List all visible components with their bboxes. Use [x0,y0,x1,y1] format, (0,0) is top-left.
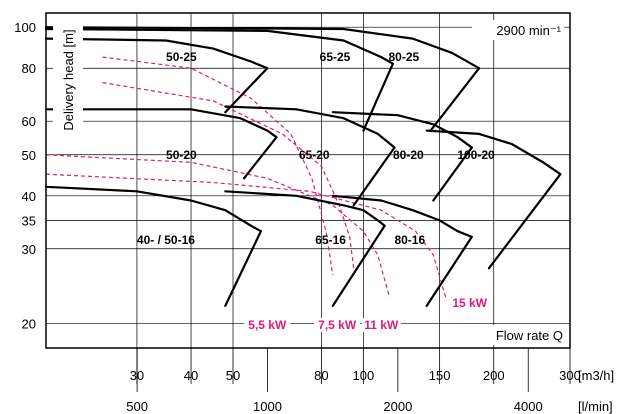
x-axis-label-bg [470,325,568,345]
y-axis-label: Delivery head [m] [61,29,76,130]
power-label-bg-5-5-kw [244,318,291,333]
x-m3h-label-40: 40 [184,368,198,383]
pump-label-65-20: 65-20 [299,148,330,162]
pump-label-50-20: 50-20 [166,148,197,162]
speed-label: 2900 min⁻¹ [496,23,561,38]
power-label-7-5-kw: 7,5 kW [318,318,357,332]
pump-curve-65-16 [224,190,386,307]
x-m3h-label-50: 50 [226,368,240,383]
y-tick-label-100: 100 [14,20,36,35]
pump-label-80-25: 80-25 [388,50,419,64]
power-curve-7-5-kw [102,82,355,269]
grid-lines [46,13,570,348]
pump-label-100-20: 100-20 [457,148,495,162]
pump-curves [44,26,562,307]
x-lmin-label-4000: 4000 [514,399,543,414]
power-curve-15-kw [45,173,447,298]
pump-curve-65-25 [44,27,394,132]
pump-curve-80-25 [44,26,481,132]
power-label-bg-7-5-kw [314,318,361,333]
pump-label-65-25: 65-25 [320,50,351,64]
power-label-bg-11-kw [361,318,401,333]
power-curves [45,56,447,298]
pump-curve-100-20 [425,129,562,270]
y-tick-label-40: 40 [22,189,36,204]
power-label-15-kw: 15 kW [452,296,487,310]
power-label-11-kw: 11 kW [364,318,399,332]
curve-labels: 50-25 65-25 80-25 50-20 65-20 80-20 100-20 40- … [137,50,495,333]
pump-curve-50-25 [44,37,269,114]
x-m3h-label-200: 200 [483,368,505,383]
pump-label-80-16: 80-16 [394,233,425,247]
y-tick-label-60: 60 [22,114,36,129]
y-tick-label-80: 80 [22,61,36,76]
x-lmin-label-500: 500 [126,399,148,414]
x-lmin-label-2000: 2000 [383,399,412,414]
x-unit-lmin: [l/min] [578,399,613,414]
x-lmin-label-1000: 1000 [253,399,282,414]
pump-curve-65-20 [224,105,396,207]
speed-label-bg [472,20,564,40]
x-m3h-label-150: 150 [429,368,451,383]
pump-curve-50-20 [44,108,278,180]
y-tick-label-30: 30 [22,242,36,257]
y-tick-label-35: 35 [22,213,36,228]
pump-label-80-20: 80-20 [393,148,424,162]
x-m3h-label-80: 80 [314,368,328,383]
x-unit-m3h: [m3/h] [578,368,614,383]
pump-curve-40-50-16 [44,185,262,307]
y-tick-label-50: 50 [22,148,36,163]
x-axis-label: Flow rate Q [496,328,563,343]
power-curve-11-kw [45,154,391,298]
plot-frame [45,12,571,349]
pump-curve-80-16 [331,194,473,307]
power-label-5-5-kw: 5,5 kW [248,318,287,332]
pump-label-65-16: 65-16 [315,233,346,247]
x-m3h-label-300: 300 [559,368,581,383]
power-label-bg-15-kw [450,295,490,310]
pump-label-40-50-16: 40- / 50-16 [137,233,195,247]
y-tick-label-20: 20 [22,316,36,331]
x-m3h-label-100: 100 [353,368,375,383]
pump-label-50-25: 50-25 [166,50,197,64]
y-axis-label-bg [53,18,83,142]
y-tick-labels: 20 30 35 40 50 60 80 100 [14,20,36,331]
